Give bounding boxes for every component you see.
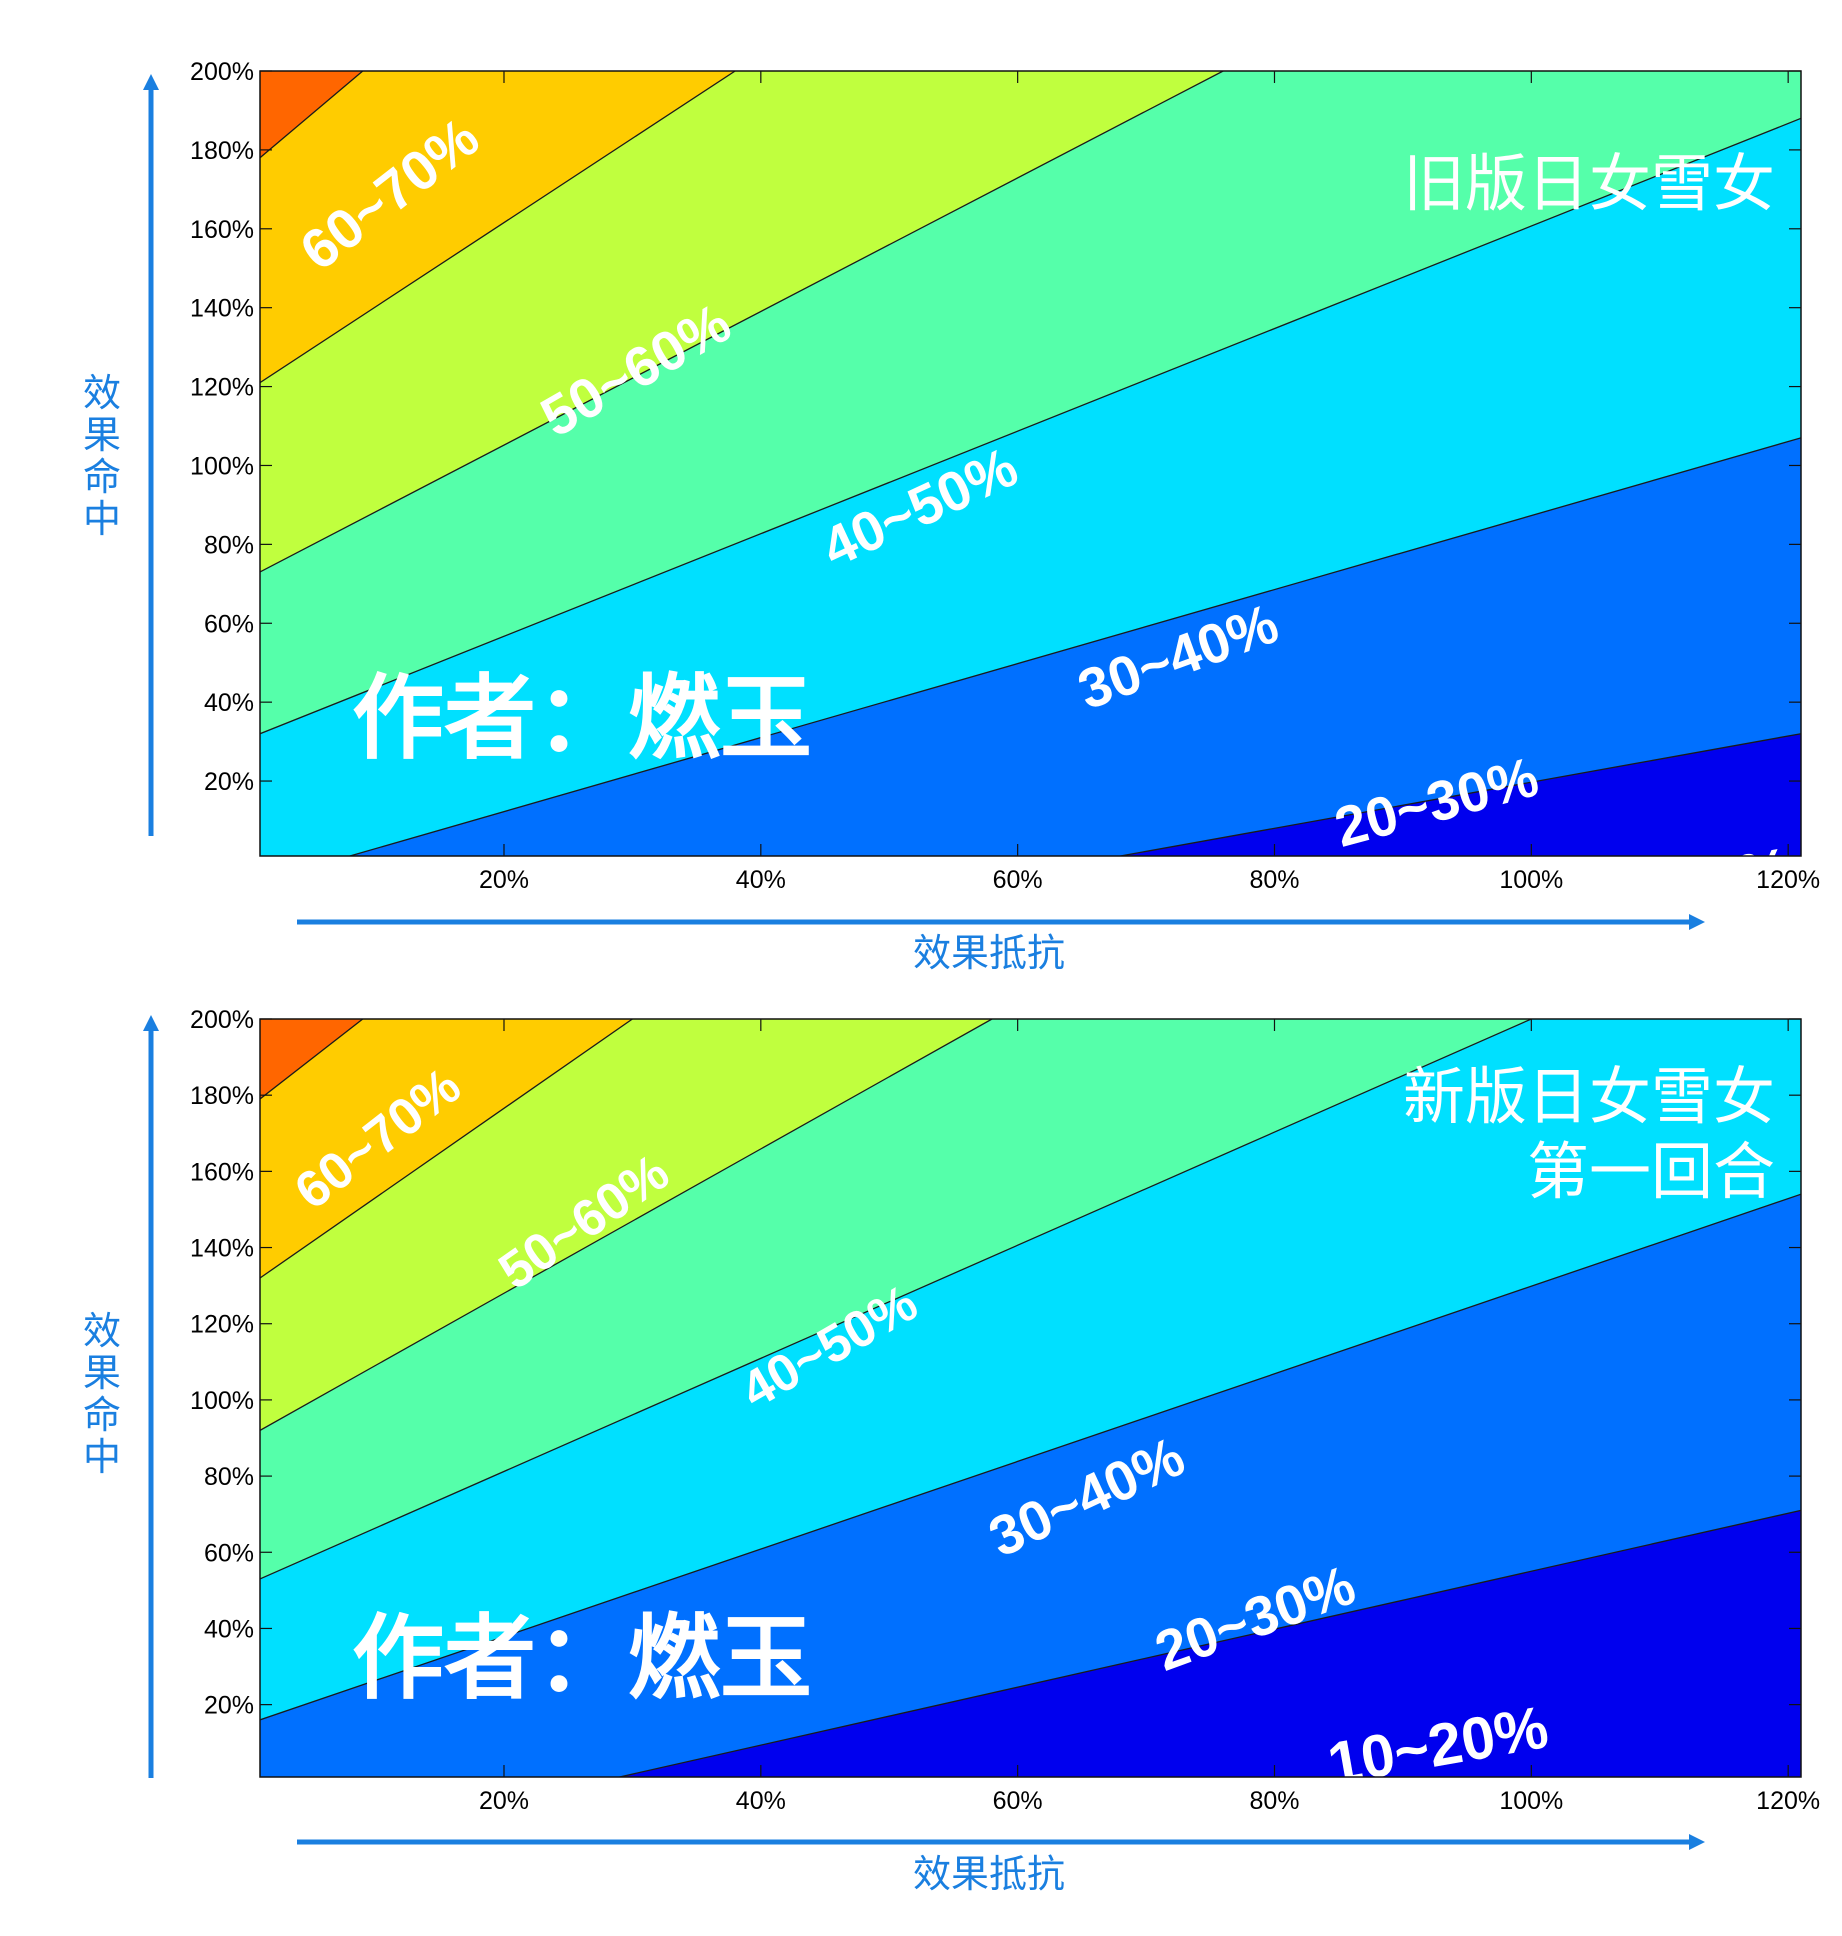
y-tick-label: 140% [190, 1235, 254, 1263]
contour-line [619, 1509, 1801, 1777]
y-tick-label: 160% [190, 1158, 254, 1186]
x-tick-label: 20% [479, 866, 529, 894]
y-axis-title-text: 效果命中 [82, 371, 121, 541]
x-tick-label: 40% [736, 866, 786, 894]
contour-bands: 60~70%50~60%40~50%30~40%20~30%10~20%新版日女… [260, 1019, 1801, 1777]
contour-line [260, 71, 1224, 573]
chart-title-overlay: 旧版日女雪女 [1403, 147, 1775, 220]
y-tick-label: 80% [204, 531, 254, 559]
contour-plot-new: 60~70%50~60%40~50%30~40%20~30%10~20%新版日女… [143, 1006, 1820, 1850]
y-tick-label: 20% [204, 768, 254, 796]
band->70% [260, 71, 363, 158]
y-tick-label: 120% [190, 374, 254, 402]
plot-frame [259, 70, 1802, 857]
y-tick-label: 60% [204, 1539, 254, 1567]
y-tick-label: 80% [204, 1463, 254, 1491]
contour-line [349, 437, 1801, 856]
chart-panel-new: 60~70% 50~60% 40~50% 30~40% 20~30% 10~20% 新版日女… [0, 985, 1842, 1936]
plot-frame [259, 1018, 1802, 1778]
chart-title-overlay: 新版日女雪女 [1403, 1060, 1775, 1133]
contour-bands: 60~70%50~60%40~50%30~40%20~30%10~20%旧版日女… [260, 71, 1801, 856]
y-tick-label: 40% [204, 1615, 254, 1643]
contour-line [260, 117, 1801, 735]
x-axis-title: 效果抵抗 [913, 931, 1066, 975]
contour-line [260, 1019, 364, 1100]
x-tick-label: 80% [1249, 866, 1299, 894]
y-axis-title: 效果命中 [80, 372, 124, 540]
x-tick-label: 120% [1756, 1787, 1820, 1815]
x-tick-label: 120% [1756, 866, 1820, 894]
contour-line [260, 1193, 1801, 1721]
chart-panel-old: 60~70% 50~60% 40~50% 30~40% 20~30% 10~20% 旧版日女… [80, 58, 1820, 975]
y-tick-label: 60% [204, 610, 254, 638]
author-watermark: 作者：燃玉 [352, 1605, 812, 1712]
y-tick-label: 40% [204, 689, 254, 717]
y-tick-label: 120% [190, 1311, 254, 1339]
y-axis-title-text: 效果命中 [82, 1309, 121, 1479]
author-watermark: 作者：燃玉 [352, 665, 812, 772]
y-tick-label: 100% [190, 452, 254, 480]
y-tick-label: 160% [190, 216, 254, 244]
contour-line [1120, 733, 1801, 856]
contour-line [260, 71, 736, 384]
contour-line [260, 1019, 633, 1279]
y-arrow-head-icon [143, 1015, 159, 1031]
contour-line [260, 71, 364, 159]
x-arrow-head-icon [1689, 1834, 1705, 1850]
x-tick-label: 40% [736, 1787, 786, 1815]
y-tick-label: 140% [190, 295, 254, 323]
x-tick-label: 60% [993, 866, 1043, 894]
x-tick-label: 60% [993, 1787, 1043, 1815]
y-tick-label: 180% [190, 1082, 254, 1110]
contour-line [260, 1019, 993, 1431]
y-axis-title: 效果命中 [80, 1310, 124, 1478]
chart-title-overlay: 第一回合 [1527, 1135, 1775, 1208]
y-tick-label: 180% [190, 137, 254, 165]
y-tick-label: 20% [204, 1692, 254, 1720]
contour-line [260, 1019, 1532, 1580]
contour-plot-old: 60~70%50~60%40~50%30~40%20~30%10~20%旧版日女… [143, 58, 1820, 930]
y-tick-label: 200% [190, 58, 254, 86]
x-tick-label: 80% [1249, 1787, 1299, 1815]
y-tick-label: 100% [190, 1387, 254, 1415]
y-arrow-head-icon [143, 74, 159, 90]
x-tick-label: 100% [1499, 1787, 1563, 1815]
x-axis-title: 效果抵抗 [913, 1852, 1066, 1896]
x-tick-label: 20% [479, 1787, 529, 1815]
x-arrow-head-icon [1689, 914, 1705, 930]
x-tick-label: 100% [1499, 866, 1563, 894]
y-tick-label: 200% [190, 1006, 254, 1034]
